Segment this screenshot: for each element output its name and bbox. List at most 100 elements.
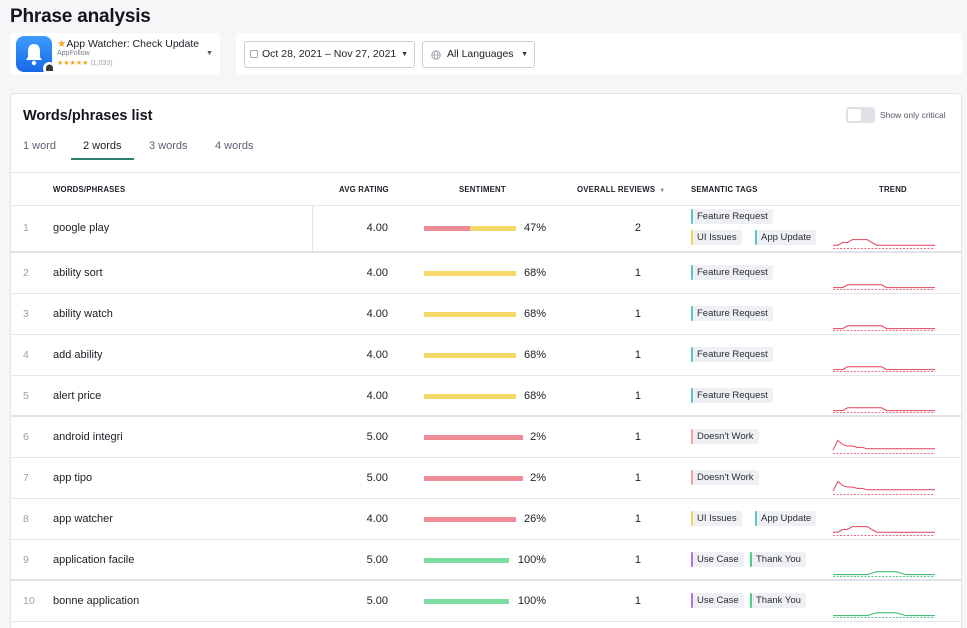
column-trend: TREND	[879, 185, 907, 194]
trend-sparkline	[833, 325, 935, 331]
row-number: 9	[23, 554, 29, 566]
page-title: Phrase analysis	[10, 6, 151, 27]
column-overall-reviews[interactable]: OVERALL REVIEWS ▼	[577, 185, 665, 194]
avg-rating: 5.00	[366, 595, 388, 607]
semantic-tag-feature-request[interactable]: Feature Request	[691, 209, 773, 224]
semantic-tag-feature-request[interactable]: Feature Request	[691, 306, 773, 321]
tab-1-word[interactable]: 1 word	[23, 140, 57, 152]
sentiment-percent: 68%	[523, 349, 546, 361]
tab-2-words[interactable]: 2 words	[71, 140, 134, 160]
semantic-tag-use-case[interactable]: Use Case	[691, 552, 744, 567]
sentiment-segment-positive	[424, 599, 509, 604]
date-range-value: Oct 28, 2021 – Nov 27, 2021	[262, 48, 397, 60]
phrase-text[interactable]: app tipo	[53, 472, 93, 484]
row-number: 10	[23, 595, 35, 607]
app-rating: ★★★★★ (1,033)	[57, 59, 113, 67]
trend-line	[832, 439, 935, 451]
phrase-text[interactable]: alert price	[53, 390, 102, 402]
phrase-text[interactable]: add ability	[53, 349, 103, 361]
row-number: 4	[23, 349, 29, 361]
sentiment-bar	[424, 353, 516, 358]
overall-reviews-count: 1	[634, 308, 641, 320]
row-number: 3	[23, 308, 29, 320]
semantic-tag-feature-request[interactable]: Feature Request	[691, 265, 773, 280]
trend-line	[833, 325, 935, 330]
column-sentiment[interactable]: SENTIMENT	[459, 185, 506, 194]
sentiment-percent: 68%	[523, 390, 546, 402]
phrase-text[interactable]: ability watch	[53, 308, 113, 320]
date-range-select[interactable]: Oct 28, 2021 – Nov 27, 2021 ▼	[244, 41, 415, 68]
app-selector[interactable]: ★App Watcher: Check Update AppFollow ★★★…	[10, 33, 220, 75]
trend-sparkline	[833, 366, 935, 372]
tab-3-words[interactable]: 3 words	[149, 140, 188, 152]
phrase-text[interactable]: application facile	[53, 554, 135, 566]
overall-reviews-count: 1	[634, 472, 641, 484]
semantic-tag-doesn-t-work[interactable]: Doesn't Work	[691, 470, 759, 485]
semantic-tag-feature-request[interactable]: Feature Request	[691, 347, 773, 362]
trend-line	[832, 480, 935, 492]
trend-line	[833, 571, 935, 576]
semantic-tag-app-update[interactable]: App Update	[755, 511, 817, 526]
table-row[interactable]: 2 ability sort 4.00 68% 1 Feature Request	[11, 253, 961, 294]
sentiment-percent: 26%	[523, 513, 546, 525]
table-row[interactable]: 8 app watcher 4.00 26% 1 UI Issues App Update	[11, 499, 961, 540]
semantic-tag-use-case[interactable]: Use Case	[691, 593, 744, 608]
chevron-down-icon: ▼	[521, 51, 528, 58]
sentiment-percent: 100%	[517, 595, 546, 607]
row-number: 5	[23, 390, 29, 402]
critical-only-toggle[interactable]	[846, 107, 875, 123]
phrase-text[interactable]: app watcher	[53, 513, 113, 525]
sentiment-bar	[424, 226, 516, 231]
semantic-tag-ui-issues[interactable]: UI Issues	[691, 511, 742, 526]
avg-rating: 4.00	[366, 513, 388, 525]
semantic-tag-thank-you[interactable]: Thank You	[750, 593, 806, 608]
sentiment-segment-negative	[424, 226, 470, 231]
trend-line	[833, 407, 935, 412]
phrase-text[interactable]: android integri	[53, 431, 123, 443]
semantic-tag-thank-you[interactable]: Thank You	[750, 552, 806, 567]
table-row[interactable]: 3 ability watch 4.00 68% 1 Feature Request	[11, 294, 961, 335]
app-name: ★App Watcher: Check Update	[57, 38, 200, 50]
tab-4-words[interactable]: 4 words	[215, 140, 254, 152]
trend-line	[833, 239, 935, 246]
trend-sparkline	[833, 571, 935, 577]
overall-reviews-count: 1	[634, 431, 641, 443]
table-row[interactable]: 10 bonne application 5.00 100% 1 Use Case Than…	[11, 581, 961, 622]
language-select[interactable]: All Languages ▼	[422, 41, 535, 68]
semantic-tag-ui-issues[interactable]: UI Issues	[691, 230, 742, 245]
table-row[interactable]: 1 google play 4.00 47% 2 Feature Request UI Is…	[11, 206, 961, 253]
column-avg-rating[interactable]: AVG RATING	[339, 185, 389, 194]
app-icon	[16, 36, 56, 75]
semantic-tag-doesn-t-work[interactable]: Doesn't Work	[691, 429, 759, 444]
column-phrase[interactable]: WORDS/PHRASES	[53, 185, 126, 194]
overall-reviews-count: 2	[634, 222, 641, 234]
table-row[interactable]: 7 app tipo 5.00 2% 1 Doesn't Work	[11, 458, 961, 499]
sentiment-segment-negative	[424, 435, 523, 440]
calendar-icon	[250, 50, 258, 58]
semantic-tag-app-update[interactable]: App Update	[755, 230, 817, 245]
trend-sparkline	[832, 480, 935, 495]
table-row[interactable]: 4 add ability 4.00 68% 1 Feature Request	[11, 335, 961, 376]
avg-rating: 4.00	[366, 267, 388, 279]
phrase-text[interactable]: ability sort	[53, 267, 103, 279]
overall-reviews-count: 1	[634, 595, 641, 607]
overall-reviews-count: 1	[634, 267, 641, 279]
row-number: 1	[23, 222, 29, 234]
table-row[interactable]: 5 alert price 4.00 68% 1 Feature Request	[11, 376, 961, 417]
trend-sparkline	[832, 439, 935, 454]
table-header: WORDS/PHRASES AVG RATING SENTIMENT OVERA…	[11, 172, 961, 206]
overall-reviews-count: 1	[634, 349, 641, 361]
sentiment-segment-neutral	[424, 271, 516, 276]
sentiment-segment-neutral	[424, 394, 516, 399]
phrase-text[interactable]: bonne application	[53, 595, 140, 607]
sentiment-segment-neutral	[470, 226, 516, 231]
sentiment-percent: 100%	[517, 554, 546, 566]
phrase-text[interactable]: google play	[53, 222, 110, 234]
semantic-tag-feature-request[interactable]: Feature Request	[691, 388, 773, 403]
sentiment-segment-negative	[424, 476, 523, 481]
table-row[interactable]: 6 android integri 5.00 2% 1 Doesn't Work	[11, 417, 961, 458]
avg-rating: 4.00	[366, 349, 388, 361]
row-divider	[312, 206, 313, 253]
sentiment-percent: 68%	[523, 267, 546, 279]
table-row[interactable]: 9 application facile 5.00 100% 1 Use Case Than…	[11, 540, 961, 581]
